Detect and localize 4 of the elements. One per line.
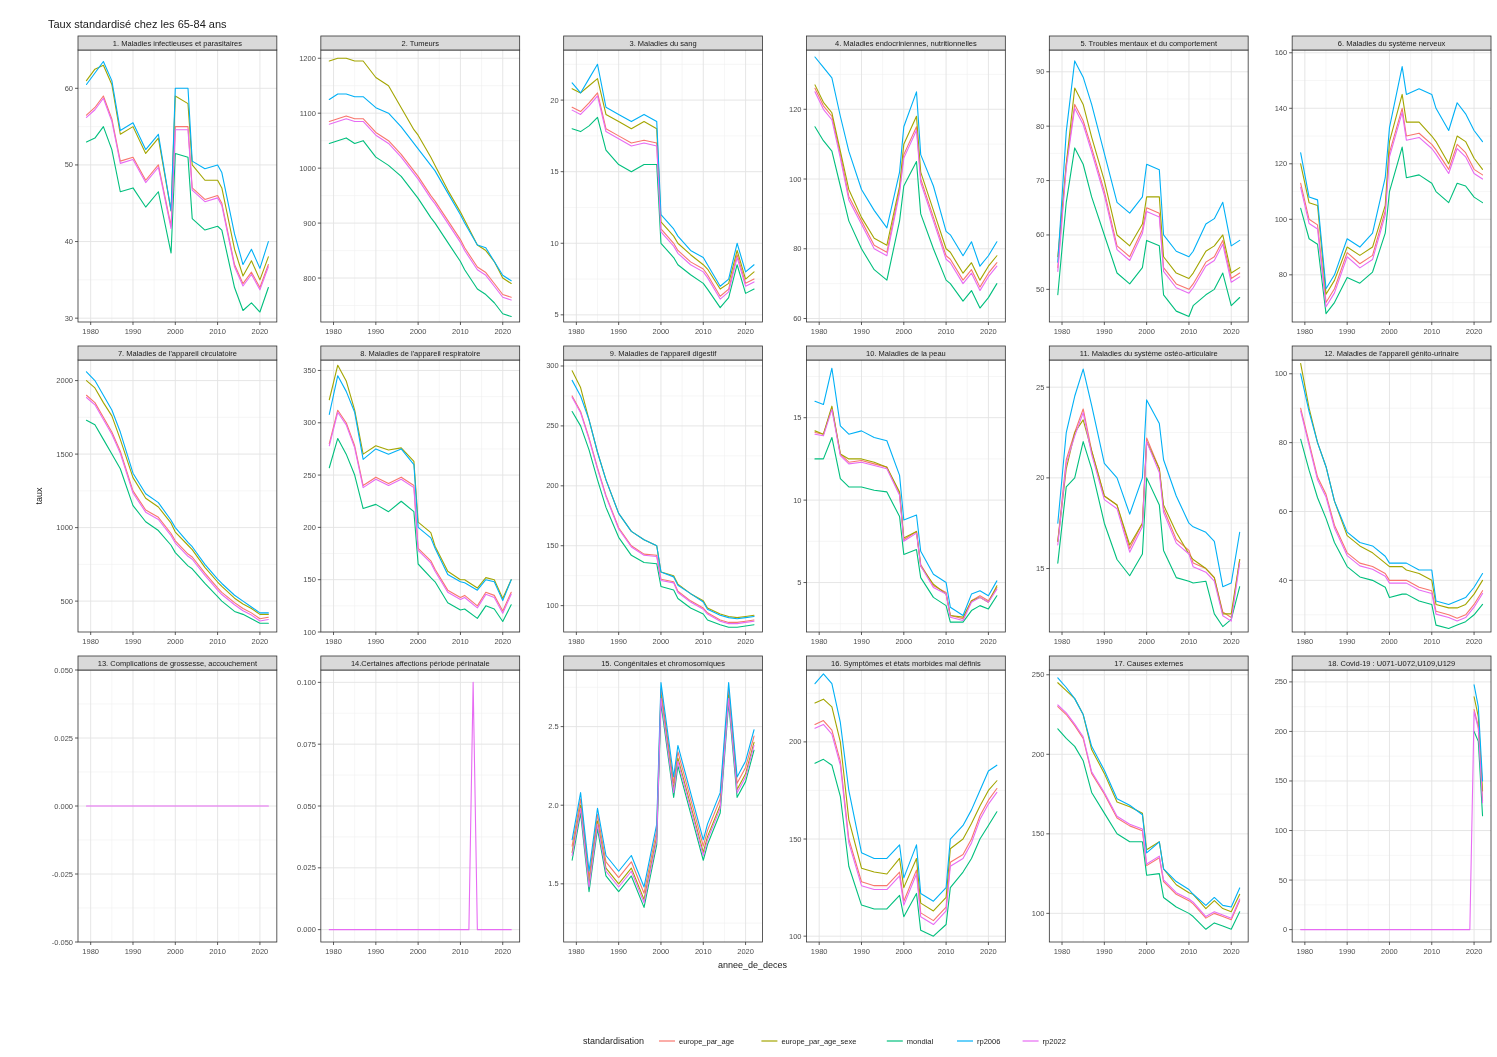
legend-title: standardisation bbox=[583, 1036, 645, 1046]
text: Taux standardisé chez les 65-84 ans bbox=[48, 18, 228, 30]
y-axis-title: taux bbox=[34, 487, 44, 505]
x-axis-title: annee_de_deces bbox=[717, 960, 788, 970]
